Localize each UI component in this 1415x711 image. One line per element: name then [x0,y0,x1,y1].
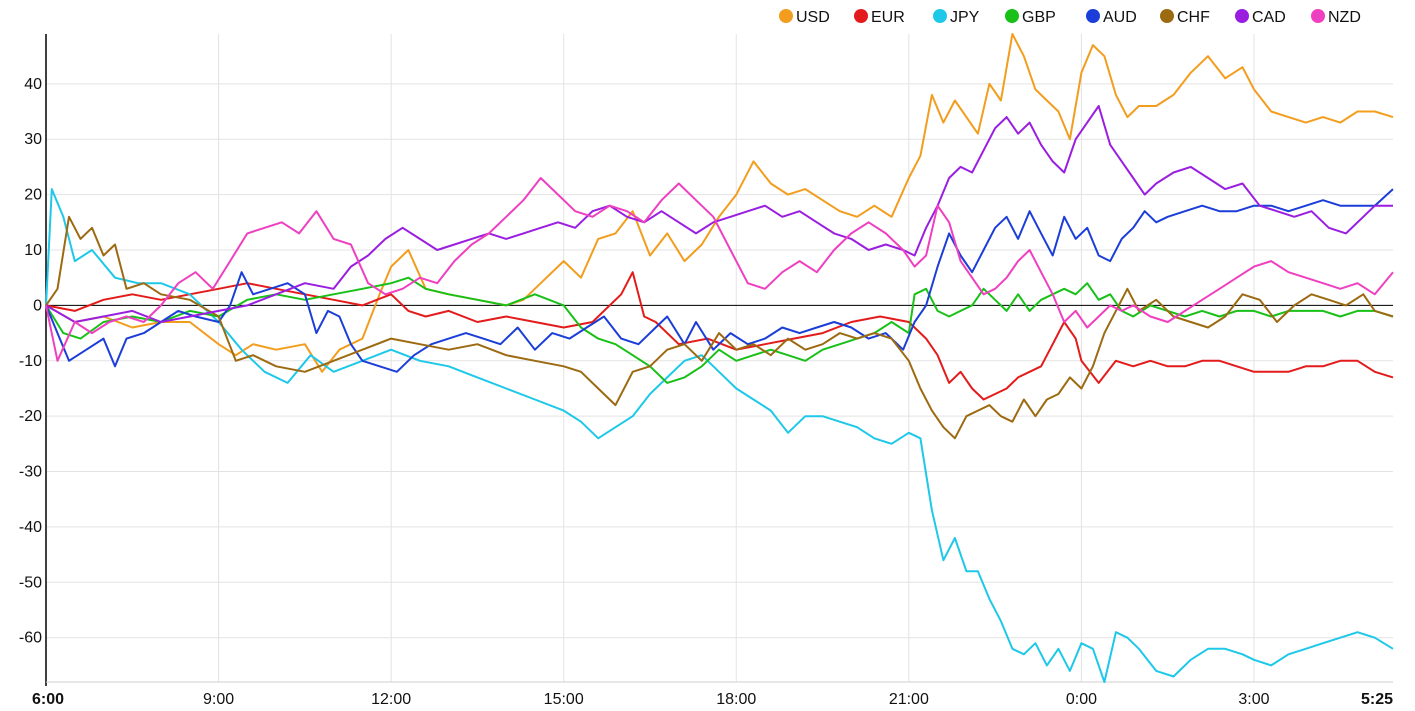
x-tick-label: 12:00 [371,691,411,708]
legend-item-eur[interactable]: EUR [854,9,905,26]
legend-item-gbp[interactable]: GBP [1005,9,1056,26]
legend-label: EUR [871,9,905,26]
legend-label: GBP [1022,9,1056,26]
grid-layer [46,34,1393,682]
x-tick-label: 15:00 [544,691,584,708]
y-tick-label: -40 [19,519,42,536]
legend-marker [933,9,947,23]
y-tick-label: -10 [19,353,42,370]
x-tick-label: 5:25 [1361,691,1393,708]
y-tick-label: 20 [24,187,42,204]
legend-label: CHF [1177,9,1210,26]
y-tick-label: -60 [19,630,42,647]
series-line-chf [45,215,1394,440]
y-tick-label: 30 [24,131,42,148]
series-line-usd [45,33,1394,373]
legend-marker [1086,9,1100,23]
series-layer [45,33,1394,683]
legend-label: CAD [1252,9,1286,26]
legend-marker [1160,9,1174,23]
x-tick-label: 9:00 [203,691,234,708]
series-line-cad [45,105,1393,323]
series-line-eur [45,271,1394,401]
series-line-gbp [45,276,1394,384]
legend-item-jpy[interactable]: JPY [933,9,980,26]
series-line-nzd [45,177,1394,362]
legend-label: NZD [1328,9,1361,26]
legend-label: USD [796,9,830,26]
y-tick-label: -20 [19,408,42,425]
legend[interactable]: USD EUR JPY GBP AUD CHF CAD NZD [779,9,1361,26]
y-tick-label: 40 [24,76,42,93]
legend-marker [779,9,793,23]
legend-item-cad[interactable]: CAD [1235,9,1286,26]
legend-item-nzd[interactable]: NZD [1311,9,1361,26]
y-tick-label: -50 [19,574,42,591]
y-tick-label: 0 [33,297,42,314]
axis-layer: 40 30 20 10 0 -10 -20 -30 -40 -50 -60 6:00 9:00 12:00… [19,34,1393,708]
x-tick-label: 6:00 [32,691,64,708]
legend-item-aud[interactable]: AUD [1086,9,1137,26]
x-tick-label: 18:00 [716,691,756,708]
legend-marker [1235,9,1249,23]
series-line-aud [45,188,1394,373]
legend-item-usd[interactable]: USD [779,9,830,26]
y-tick-label: -30 [19,464,42,481]
x-tick-label: 0:00 [1066,691,1097,708]
x-tick-label: 3:00 [1238,691,1269,708]
legend-label: AUD [1103,9,1137,26]
legend-label: JPY [950,9,980,26]
y-tick-label: 10 [24,242,42,259]
legend-marker [1311,9,1325,23]
x-tick-label: 21:00 [889,691,929,708]
series-line-jpy [45,188,1394,683]
legend-item-chf[interactable]: CHF [1160,9,1210,26]
legend-marker [1005,9,1019,23]
legend-marker [854,9,868,23]
